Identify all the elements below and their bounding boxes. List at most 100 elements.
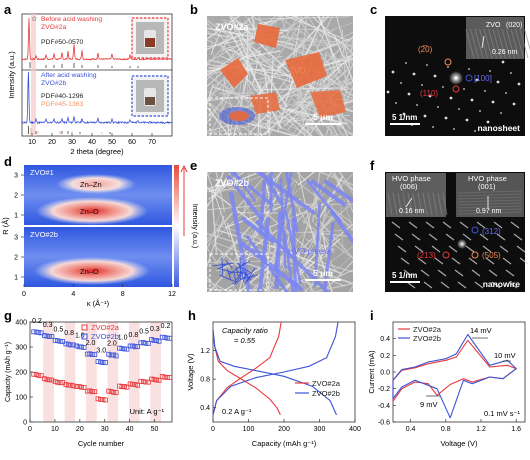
- rate-point: [132, 344, 138, 350]
- fiber: [207, 203, 281, 211]
- legend-i-zvo2a: ZVO#2a: [413, 325, 442, 334]
- hvo-nanowire: [323, 178, 353, 204]
- rate-point: [33, 329, 39, 335]
- fiber: [339, 172, 353, 195]
- x-tick-label: 300: [314, 426, 326, 433]
- rate-point: [154, 377, 159, 383]
- diffraction-streak: [505, 269, 515, 277]
- diffraction-streak: [448, 245, 458, 253]
- x-tick-label: 20: [48, 139, 56, 146]
- sem-inset-box-e: [209, 253, 269, 291]
- panel-f-inset1-d: 0.16 nm: [399, 208, 424, 215]
- rate-point: [117, 383, 122, 389]
- fiber: [268, 230, 297, 292]
- panel-f-spot2: (213): [417, 251, 436, 260]
- fringe: [397, 192, 403, 216]
- rate-point: [130, 381, 136, 387]
- lattice-fringes-c: [465, 28, 530, 59]
- diffraction-streak: [425, 221, 435, 229]
- panel-h-legend: ZVO#2a ZVO#2b: [295, 379, 341, 398]
- gcd-curve: [212, 321, 339, 416]
- spot-marker-210: [444, 58, 452, 66]
- rate-point: [63, 341, 69, 347]
- rate-point: [124, 346, 130, 352]
- hvo-nanowire: [225, 174, 265, 223]
- rate-point: [167, 375, 173, 380]
- hvo-nanowire: [282, 230, 295, 292]
- rate-band: [107, 322, 119, 422]
- rate-point: [138, 378, 144, 384]
- fringe: [465, 28, 475, 59]
- fiber: [319, 57, 353, 67]
- rate-band: [86, 322, 97, 422]
- rate-point: [36, 373, 42, 378]
- diffraction-spot: [468, 68, 470, 70]
- rate-point: [113, 390, 119, 396]
- panel-f-inset2-plane: (001): [478, 182, 496, 191]
- fiber: [292, 107, 308, 136]
- x-tick-label: 10: [51, 426, 59, 433]
- fiber: [298, 83, 310, 136]
- panel-letter-b: b: [190, 2, 198, 17]
- fringe: [492, 28, 502, 59]
- panel-f-scale: 5 1/nm: [392, 271, 417, 280]
- x-tick-label: 30: [68, 139, 76, 146]
- fiber: [304, 269, 330, 292]
- y-tick-label: 0.4: [380, 336, 390, 343]
- rate-point: [162, 374, 168, 380]
- fringe: [432, 192, 438, 216]
- rate-point: [119, 384, 125, 390]
- fringe: [412, 192, 418, 216]
- fringe: [442, 192, 448, 216]
- rate-point: [154, 338, 159, 343]
- rate-point: [103, 397, 108, 403]
- diffraction-streak: [445, 233, 455, 241]
- rate-point: [156, 377, 162, 383]
- fiber: [233, 28, 276, 72]
- fiber: [312, 172, 321, 223]
- diffraction-spot: [510, 72, 512, 74]
- rate-point: [31, 329, 37, 335]
- legend-h-zvo2a: ZVO#2a: [312, 379, 341, 388]
- panel-f-spot1: (312): [482, 227, 501, 236]
- diffraction-streak: [440, 281, 450, 289]
- inset-wire: [235, 266, 239, 277]
- sem-inset-b: [219, 107, 255, 125]
- diffraction-streak: [437, 269, 447, 277]
- rate-point: [52, 338, 58, 343]
- rate-point: [42, 376, 47, 382]
- diffraction-streak: [491, 281, 501, 289]
- panel-c-spot3: [100]: [474, 74, 492, 83]
- fiber: [348, 284, 353, 292]
- rate-point: [44, 333, 50, 339]
- y-tick-label: 0.8: [200, 377, 210, 384]
- spot-marker-213: [442, 251, 450, 259]
- panel-f-inset2-d: 0.97 nm: [476, 208, 501, 215]
- x-tick-label: 50: [108, 139, 116, 146]
- fiber: [207, 172, 231, 238]
- panel-d-colorbar-label: Intensity (a.u.): [191, 204, 198, 248]
- fiber: [215, 172, 226, 213]
- y-tick-label: -0.6: [378, 420, 390, 427]
- fiber: [322, 55, 352, 83]
- diffraction-spot: [486, 120, 490, 124]
- hvo-nanowire: [305, 179, 343, 223]
- panel-i-legend: ZVO#2a ZVO#2b: [398, 325, 442, 343]
- rate-point: [108, 352, 114, 358]
- diffraction-spot: [517, 82, 521, 86]
- fringe: [392, 192, 398, 216]
- diffraction-streak: [457, 281, 467, 289]
- rate-label: 0.8: [64, 330, 74, 337]
- panel-letter-g: g: [4, 308, 12, 323]
- fringe: [457, 190, 523, 194]
- x-tick-label: 1.6: [511, 426, 521, 433]
- x-tick-label: 200: [278, 426, 290, 433]
- fiber: [311, 282, 353, 292]
- fringe: [474, 28, 484, 59]
- rate-point: [38, 330, 44, 336]
- hvo-nanowire: [258, 179, 267, 234]
- y-tick-label: -0.4: [378, 403, 390, 410]
- fiber: [338, 172, 353, 191]
- inset-wire: [226, 268, 232, 280]
- fiber: [333, 35, 353, 83]
